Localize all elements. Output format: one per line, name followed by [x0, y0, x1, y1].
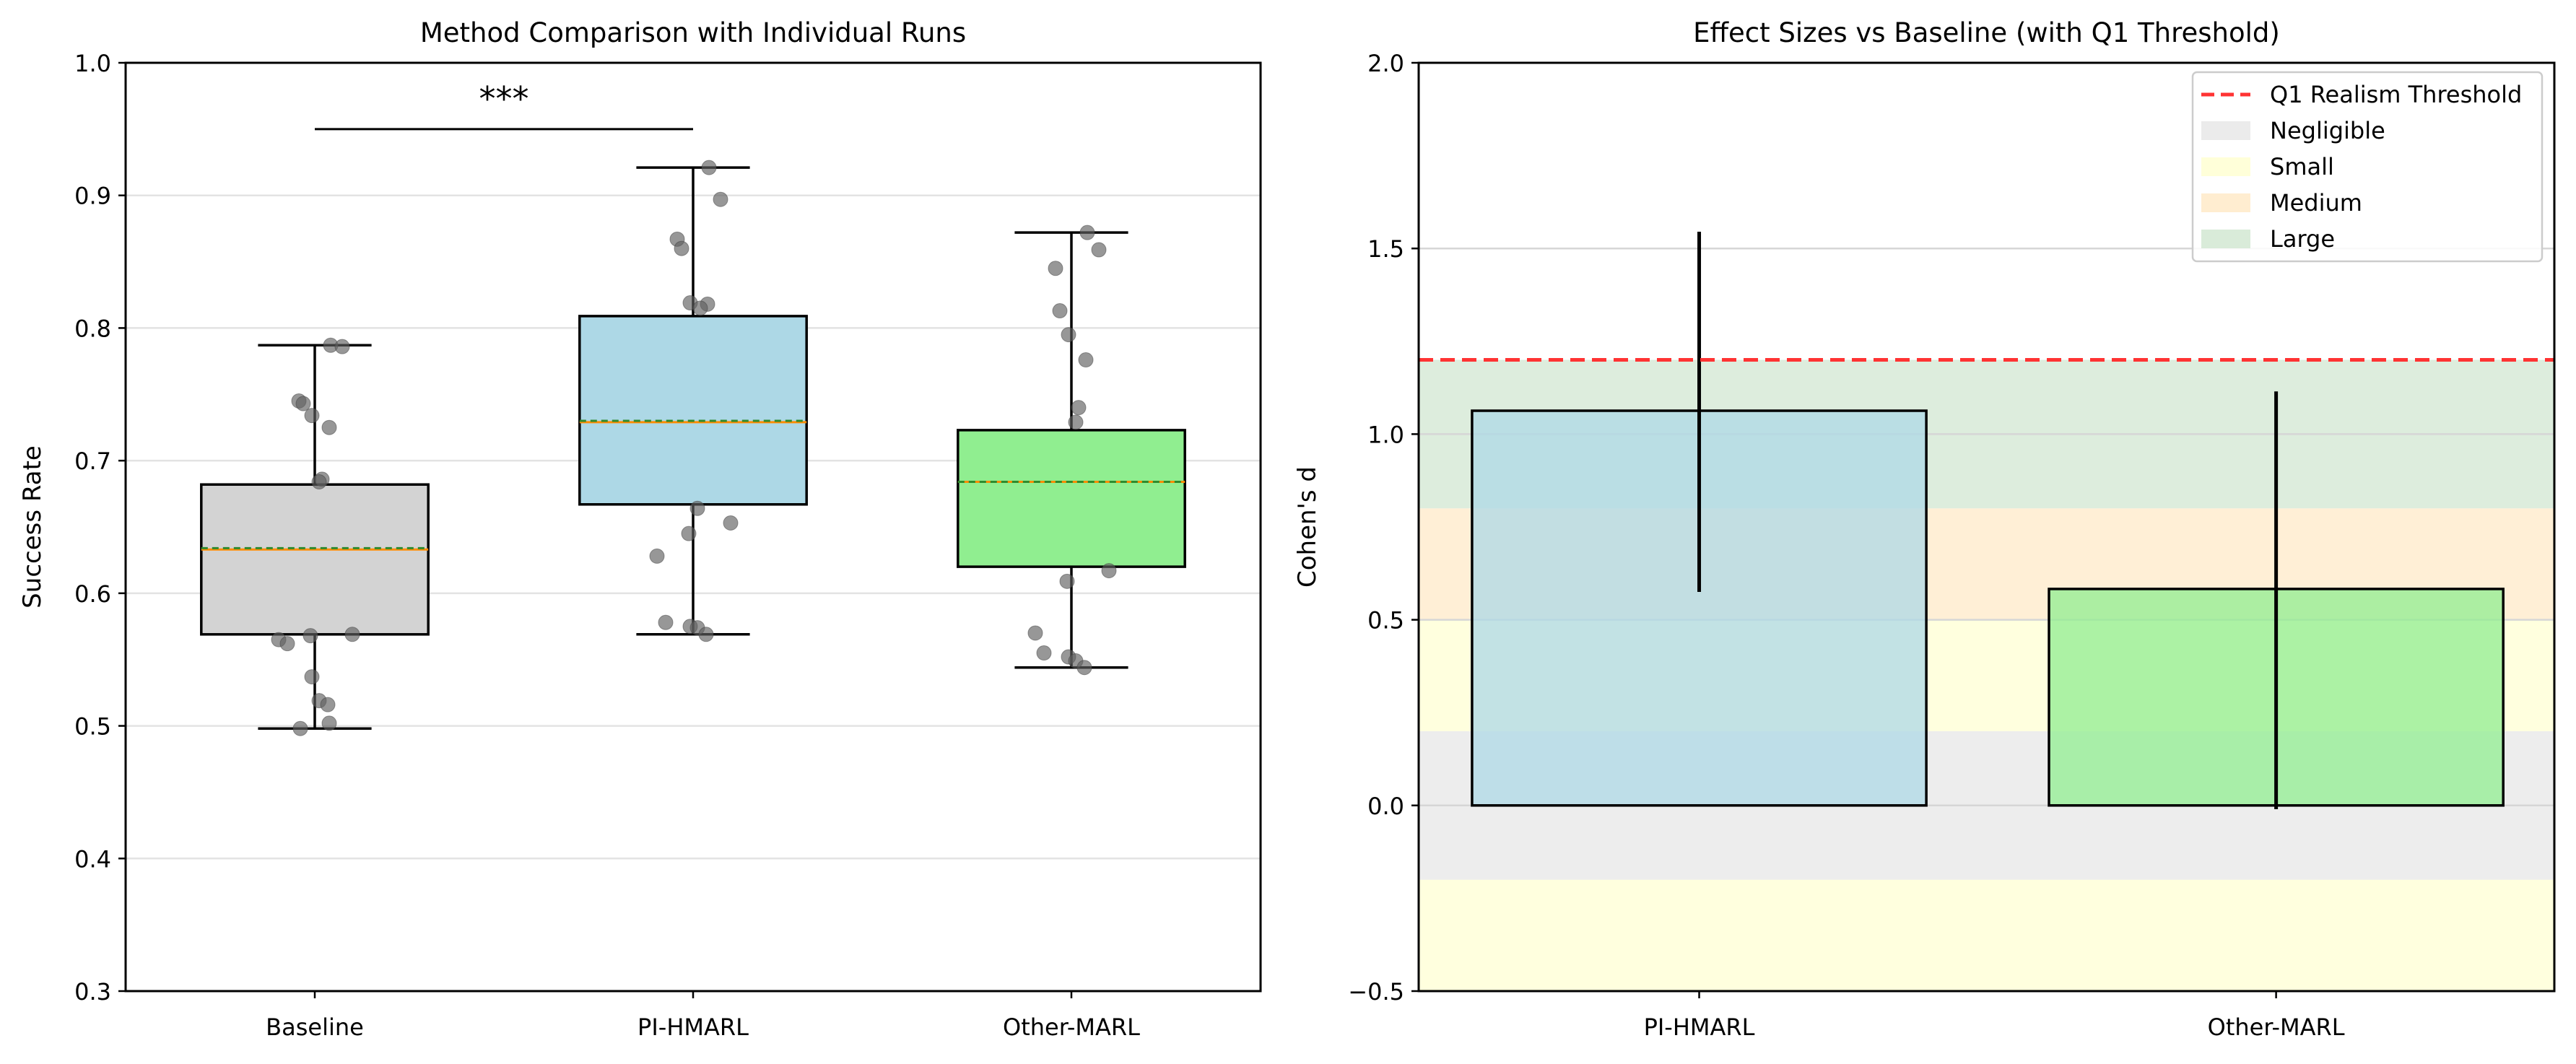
y-tick-label: 0.5	[74, 713, 111, 741]
legend: Q1 Realism Threshold Negligible Small Mediu…	[2191, 71, 2544, 263]
run-point	[713, 191, 728, 207]
band-small-negative	[1419, 879, 2554, 991]
run-point	[681, 526, 697, 541]
run-point	[1048, 261, 1063, 276]
box-other-marl	[957, 429, 1186, 568]
y-tick-label: 2.0	[1367, 50, 1404, 77]
y-tick-label: 0.9	[74, 183, 111, 210]
legend-label: Small	[2270, 153, 2334, 180]
y-tick-label: 0.8	[74, 315, 111, 342]
box-plot-panel: *** 0.3 0.4 0.5 0.6 0.7 0.8 0.9 1.0 Baseline PI-HM…	[18, 17, 1262, 1041]
run-point	[1078, 352, 1094, 368]
legend-swatch-medium	[2201, 193, 2250, 212]
y-tick-label: 0.7	[74, 448, 111, 475]
run-point	[1079, 224, 1095, 240]
run-point	[1101, 563, 1117, 579]
chart-title: Effect Sizes vs Baseline (with Q1 Thresh…	[1693, 17, 2280, 48]
x-tick-label: Other-MARL	[2208, 1013, 2345, 1041]
run-point	[1052, 303, 1068, 319]
y-axis-label: Success Rate	[18, 445, 47, 609]
run-point	[1061, 327, 1076, 343]
legend-label: Q1 Realism Threshold	[2270, 81, 2522, 108]
run-point	[698, 627, 714, 642]
effect-size-panel: −0.5 0.0 0.5 1.0 1.5 2.0 PI-HMARL Other-MARL Eff…	[1293, 17, 2556, 1041]
legend-frame	[2191, 71, 2544, 263]
y-tick-label: 0.4	[74, 845, 111, 873]
legend-swatch-small	[2201, 157, 2250, 176]
y-tick-label: 0.6	[74, 580, 111, 608]
run-point	[304, 669, 320, 685]
y-tick-label: 1.5	[1367, 235, 1404, 263]
run-point	[692, 300, 708, 316]
y-tick-label: −0.5	[1348, 978, 1404, 1006]
run-point	[1071, 400, 1087, 416]
y-tick-label: 0.0	[1367, 793, 1404, 820]
legend-label: Negligible	[2270, 117, 2385, 144]
run-point	[321, 419, 337, 435]
run-point	[1091, 242, 1107, 258]
run-point	[1068, 414, 1084, 430]
legend-swatch-large	[2201, 230, 2250, 248]
y-tick-label: 0.5	[1367, 607, 1404, 635]
run-point	[689, 500, 705, 516]
run-point	[292, 720, 308, 736]
run-point	[1076, 660, 1092, 676]
run-point	[1036, 645, 1052, 661]
y-tick-label: 1.0	[1367, 421, 1404, 448]
run-point	[320, 697, 336, 712]
run-point	[279, 636, 295, 652]
legend-swatch-negligible	[2201, 121, 2250, 140]
y-axis-label: Cohen's d	[1293, 466, 1322, 588]
x-tick-label: PI-HMARL	[638, 1013, 749, 1041]
run-point	[311, 474, 327, 490]
run-point	[701, 160, 717, 175]
significance-label: ***	[479, 79, 529, 118]
run-point	[723, 515, 739, 531]
run-point	[334, 339, 350, 354]
plot-frame	[1417, 61, 2556, 993]
run-point	[1059, 573, 1075, 589]
y-tick-label: 0.3	[74, 978, 111, 1006]
x-tick-label: Baseline	[266, 1013, 364, 1041]
run-point	[344, 627, 360, 642]
run-point	[304, 408, 320, 424]
chart-title: Method Comparison with Individual Runs	[420, 17, 966, 48]
x-tick-label: PI-HMARL	[1644, 1013, 1755, 1041]
box-baseline	[200, 483, 430, 636]
run-point	[1027, 625, 1043, 641]
run-point	[321, 715, 337, 731]
y-tick-label: 1.0	[74, 50, 111, 77]
run-point	[658, 614, 674, 630]
run-point	[674, 240, 689, 256]
x-tick-label: Other-MARL	[1003, 1013, 1140, 1041]
run-point	[303, 628, 318, 644]
run-point	[295, 396, 311, 411]
legend-label: Medium	[2270, 189, 2362, 217]
run-point	[649, 548, 665, 564]
box-pi-hmarl	[578, 315, 808, 506]
legend-label: Large	[2270, 225, 2335, 253]
